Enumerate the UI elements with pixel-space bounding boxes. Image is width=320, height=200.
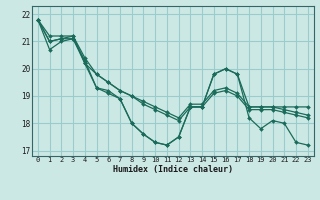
X-axis label: Humidex (Indice chaleur): Humidex (Indice chaleur) <box>113 165 233 174</box>
